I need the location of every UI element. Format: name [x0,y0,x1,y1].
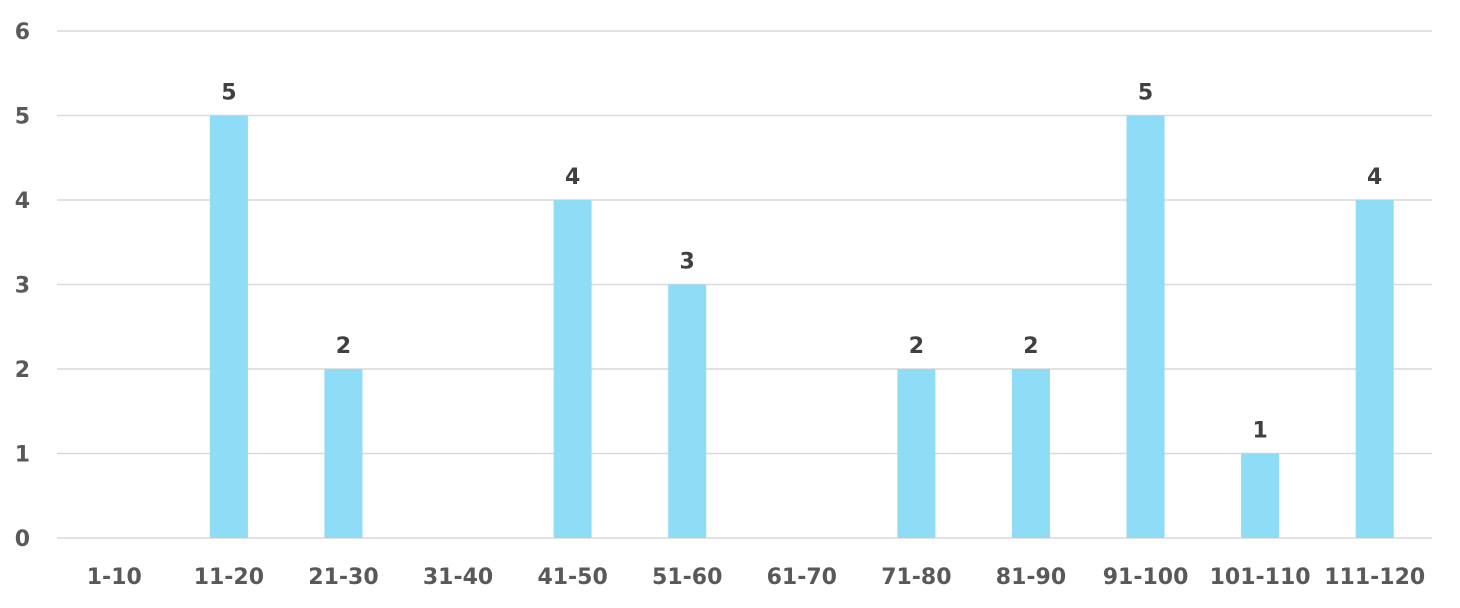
gridlines [57,30,1432,539]
data-label: 2 [336,334,351,359]
x-tick-label: 21-30 [308,565,378,590]
bar-71-80 [897,369,936,538]
x-tick-label: 91-100 [1103,565,1189,590]
data-label: 2 [1023,334,1038,359]
bar-81-90 [1011,369,1050,538]
y-tick-label: 2 [15,358,30,383]
x-tick-label: 71-80 [881,565,951,590]
x-tick-label: 11-20 [194,565,264,590]
data-label: 5 [221,81,236,106]
bar-11-20 [209,115,248,538]
data-label: 3 [680,250,695,275]
data-labels: 5 2 4 3 2 2 5 1 4 [221,81,1382,444]
x-tick-label: 1-10 [87,565,142,590]
x-tick-label: 41-50 [537,565,607,590]
x-axis-ticks: 1-10 11-20 21-30 31-40 41-50 51-60 61-70 71-80 8… [87,565,1425,590]
bar-111-120 [1355,200,1394,538]
bar-91-100 [1126,115,1165,538]
x-tick-label: 81-90 [996,565,1066,590]
bars [209,115,1394,538]
y-axis-ticks: 0 1 2 3 4 5 6 [15,20,30,552]
bar-51-60 [668,284,707,538]
x-tick-label: 101-110 [1210,565,1311,590]
x-tick-label: 31-40 [423,565,493,590]
y-tick-label: 4 [15,189,30,214]
data-label: 2 [909,334,924,359]
x-tick-label: 111-120 [1324,565,1425,590]
data-label: 5 [1138,81,1153,106]
bar-101-110 [1241,453,1280,538]
bar-21-30 [324,369,363,538]
y-tick-label: 0 [15,527,30,552]
x-tick-label: 61-70 [767,565,837,590]
x-tick-label: 51-60 [652,565,722,590]
data-label: 4 [565,165,580,190]
bar-41-50 [553,200,592,538]
y-tick-label: 5 [15,105,30,130]
y-tick-label: 1 [15,443,30,468]
data-label: 1 [1252,419,1267,444]
y-tick-label: 6 [15,20,30,45]
data-label: 4 [1367,165,1382,190]
y-tick-label: 3 [15,274,30,299]
